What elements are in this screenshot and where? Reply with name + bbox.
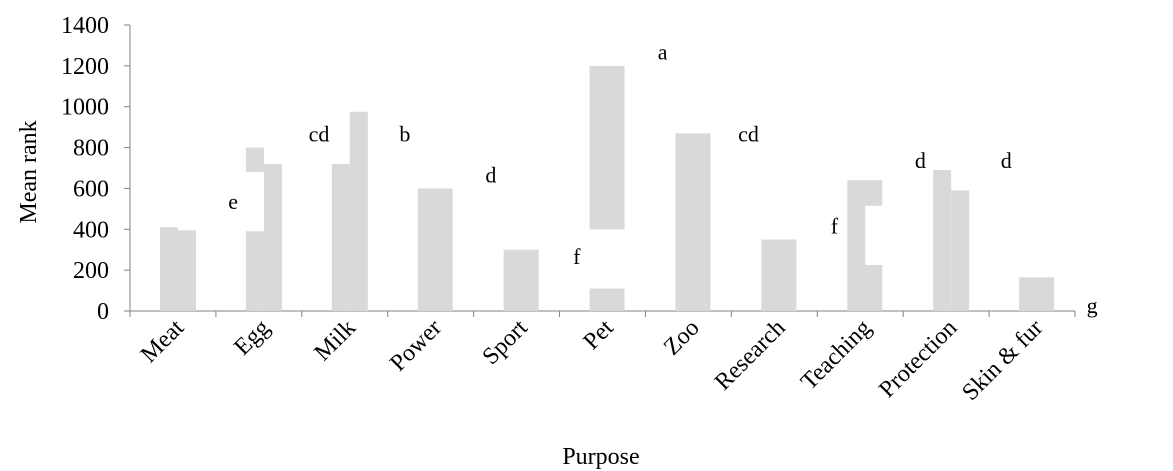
significance-letters: e cd b d f a cd f d d g [228, 40, 1097, 318]
y-tick-label: 1400 [61, 13, 109, 39]
y-tick-label: 800 [73, 136, 109, 162]
x-tick-label: Pet [579, 315, 619, 355]
x-tick-label: Meat [136, 315, 189, 368]
bar-segment [951, 190, 970, 311]
x-axis-title: Purpose [562, 444, 639, 470]
bar-segment [503, 249, 539, 311]
y-tick-label: 200 [73, 258, 109, 284]
bar-segment [1019, 277, 1055, 311]
bar-segment [245, 147, 264, 173]
bar-segment [178, 230, 196, 311]
bar-segment [263, 163, 282, 311]
significance-letter: b [399, 121, 410, 146]
significance-letter: d [915, 148, 926, 173]
y-axis: 0 200 400 600 800 1000 1200 1400 [61, 13, 131, 325]
significance-letter: e [228, 189, 238, 214]
significance-letter: g [1087, 293, 1098, 318]
x-tick-label: Teaching [796, 315, 876, 395]
x-tick-label: Egg [229, 315, 275, 361]
x-tick-label: Research [710, 315, 791, 396]
bar-segment [589, 288, 625, 311]
significance-letter: f [573, 244, 581, 269]
bar-segment [761, 239, 797, 311]
bar-segment [331, 163, 350, 311]
x-tick-label: Milk [310, 315, 361, 366]
x-tick-label: Protection [874, 315, 962, 403]
significance-letter: d [485, 162, 496, 187]
significance-letter: a [658, 40, 668, 65]
bar-segment [675, 133, 711, 311]
bar-segment [933, 170, 952, 311]
x-tick-label: Zoo [659, 315, 705, 361]
significance-letter: f [831, 213, 839, 238]
x-tick-label: Skin & fur [957, 315, 1048, 406]
bar-segment [847, 205, 866, 266]
y-tick-label: 600 [73, 176, 109, 202]
significance-letter: cd [738, 121, 759, 146]
y-tick-label: 1000 [61, 95, 109, 121]
x-axis: Meat Egg Milk Power Sport Pet Zoo Research Teach… [129, 310, 1076, 406]
y-axis-title: Mean rank [16, 120, 42, 223]
bar-segment [847, 180, 883, 206]
x-tick-label: Sport [478, 315, 533, 370]
y-tick-label: 1200 [61, 54, 109, 80]
bar-segment [349, 111, 368, 311]
bar-segment [589, 65, 625, 230]
y-tick-label: 400 [73, 217, 109, 243]
significance-letter: d [1001, 148, 1012, 173]
significance-letter: cd [309, 121, 330, 146]
bar-segment [245, 231, 264, 311]
bar-segment [417, 188, 453, 311]
bar-segment [160, 227, 178, 311]
bar-segment [847, 265, 883, 311]
bars [160, 65, 1055, 311]
x-tick-label: Power [385, 315, 447, 377]
y-tick-label: 0 [97, 299, 109, 325]
